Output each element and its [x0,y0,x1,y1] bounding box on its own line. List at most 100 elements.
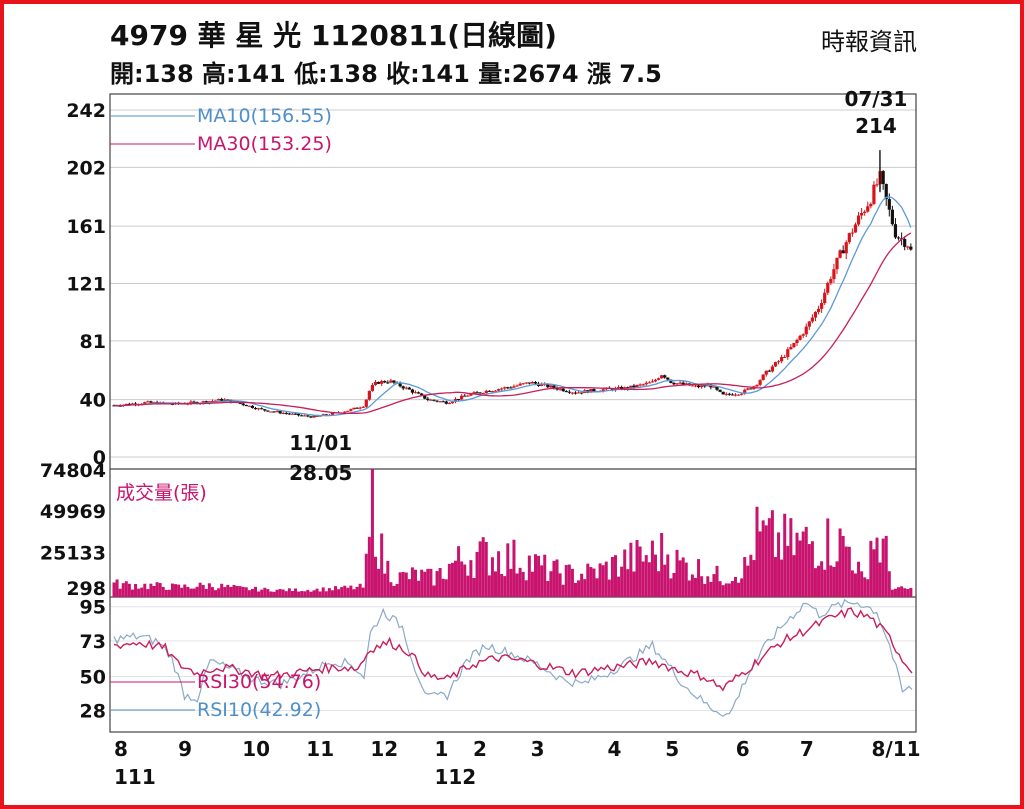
candle-body [733,394,738,396]
volume-bar [780,559,784,597]
volume-bar [795,532,799,597]
candle-body [829,279,833,283]
volume-bar [355,586,359,597]
volume-bar [158,583,162,597]
volume-bar [177,584,181,597]
volume-bar [217,588,221,597]
volume-bar [527,555,531,597]
candle-body [813,311,818,318]
candle-body [312,415,316,418]
volume-bar [844,546,848,597]
volume-bar [543,554,547,597]
volume-bar [420,569,424,597]
candle-body [450,401,455,404]
candle-body [303,415,307,417]
volume-bar [121,583,125,597]
volume-bar [558,573,562,597]
candle-body [743,389,747,394]
candle-body [204,401,208,403]
volume-bar [423,571,427,597]
volume-bar [478,541,482,597]
volume-bar [906,589,910,597]
volume-bar [281,589,285,597]
volume-bar [530,571,534,597]
candle-body [749,388,753,390]
candle-body [370,384,375,391]
volume-bar [503,576,507,597]
volume-bar [180,587,184,597]
volume-bar [693,577,697,597]
peak-value-label: 214 [855,114,897,138]
x-tick-label: 7 [800,737,814,761]
volume-bar [370,469,374,597]
candle-body [272,411,276,413]
candle-body [638,384,642,386]
candle-body [472,392,476,394]
volume-bar [746,565,750,597]
volume-bar [632,571,636,597]
volume-bar [613,555,617,597]
candle-body [484,390,488,394]
candle-body [275,411,279,413]
candle-body [475,392,479,394]
volume-tick-label: 25133 [40,542,106,564]
candle-body [127,403,131,405]
candle-body [712,386,716,388]
volume-bar [909,587,913,597]
candle-body [358,407,362,409]
volume-bar [635,540,639,597]
volume-bar [893,588,897,597]
candle-body [727,393,731,395]
candle-body [380,381,384,384]
volume-bar [518,567,522,597]
candle-body [866,206,870,212]
candle-body [453,398,458,402]
volume-bar [681,557,685,597]
volume-bar [337,589,341,597]
volume-bar [497,551,501,597]
rsi-panel [113,598,913,717]
volume-bar [764,525,768,597]
volume-bar [487,575,491,597]
candle-body [250,405,255,408]
candle-body [675,383,679,385]
volume-tick-label: 74804 [40,460,106,482]
candle-body [890,209,894,225]
legends: MA10(156.55) MA30(153.25) 成交量(張) RSI30(54.7… [110,105,332,721]
volume-bar [441,578,445,597]
volume-bar [829,565,833,597]
volume-bar [749,554,753,597]
volume-bar [204,588,208,597]
volume-bar [515,573,519,597]
candle-body [610,388,615,391]
x-tick-label: 12 [370,737,398,761]
volume-bar [352,589,356,597]
price-tick-label: 161 [66,216,106,238]
candle-body [567,391,571,393]
candle-body [466,395,470,397]
candle-body [493,390,498,392]
volume-bar [620,566,624,597]
volume-bar [417,580,421,597]
x-tick-label: 4 [608,737,622,761]
candle-body [816,308,821,312]
candle-body [783,356,787,358]
volume-bar [247,590,251,597]
candle-body [247,405,251,407]
candle-body [124,403,128,405]
rsi-legend-entry: RSI30(54.76) [197,671,321,693]
rsi-legend-entry: RSI10(42.92) [197,699,321,721]
volume-bar [727,583,731,597]
volume-bar [466,575,470,597]
candle-body [678,382,682,384]
volume-bar [361,587,365,597]
candle-body [616,387,621,389]
volume-bar [841,535,845,597]
volume-bar [214,590,218,597]
volume-bar [709,581,713,597]
volume-bar [287,588,291,597]
volume-bar [140,587,144,597]
volume-bar [389,582,393,597]
candle-body [801,334,805,336]
candle-body [189,401,193,404]
